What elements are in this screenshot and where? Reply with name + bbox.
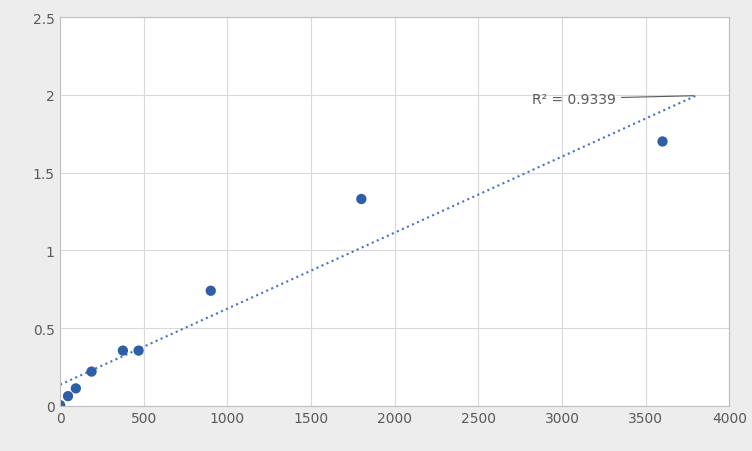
Point: [70, 385, 82, 392]
Point: [132, 347, 144, 354]
Point: [86, 368, 98, 375]
Point: [62, 393, 74, 400]
Point: [54, 402, 66, 409]
Text: R² = 0.9339: R² = 0.9339: [532, 92, 693, 106]
Point: [205, 287, 217, 295]
Point: [355, 196, 367, 203]
Point: [117, 347, 129, 354]
Point: [656, 138, 669, 146]
